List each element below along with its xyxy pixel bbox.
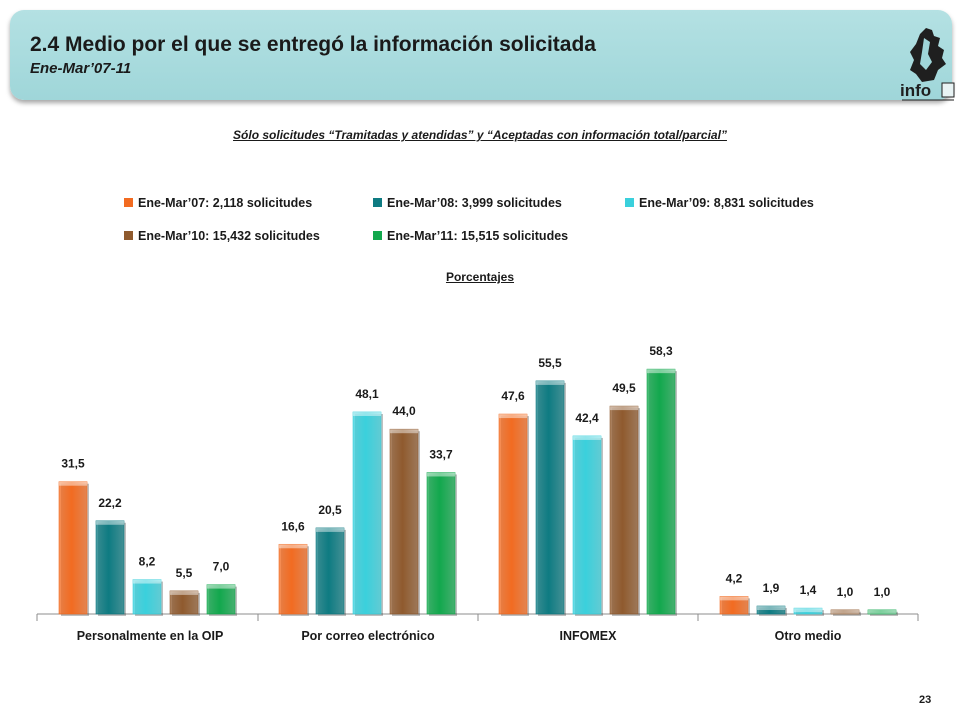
bar (793, 607, 823, 615)
data-label: 5,5 (176, 566, 193, 580)
data-label: 33,7 (429, 447, 453, 461)
legend-label: Ene-Mar’09: 8,831 solicitudes (639, 196, 814, 210)
legend-item: Ene-Mar’11: 15,515 solicitudes (373, 229, 568, 243)
legend-item: Ene-Mar’07: 2,118 solicitudes (124, 196, 312, 210)
bar-cap (610, 406, 638, 411)
data-label: 44,0 (392, 404, 416, 418)
legend-swatch (373, 231, 382, 240)
bar (389, 428, 419, 615)
legend-swatch (124, 231, 133, 240)
bar (719, 596, 749, 615)
category-label: Personalmente en la OIP (77, 629, 224, 643)
bar-cap (170, 590, 198, 595)
data-label: 16,6 (281, 519, 305, 533)
bar-cap (59, 481, 87, 486)
data-label: 42,4 (575, 411, 599, 425)
legend-label: Ene-Mar’07: 2,118 solicitudes (138, 196, 313, 210)
data-label: 20,5 (318, 503, 342, 517)
bar-cap (207, 584, 235, 589)
data-label: 1,9 (763, 581, 780, 595)
bar (315, 527, 345, 615)
data-label: 4,2 (726, 571, 743, 585)
data-label: 7,0 (213, 560, 230, 574)
bar-cap (390, 429, 418, 434)
info-logo: info (900, 28, 955, 101)
legend-label: Ene-Mar’08: 3,999 solicitudes (387, 196, 562, 210)
bar-cap (499, 414, 527, 419)
category-label: Por correo electrónico (301, 629, 435, 643)
data-label: 1,4 (800, 583, 817, 597)
slide-title: 2.4 Medio por el que se entregó la infor… (30, 33, 596, 56)
bar-cap (757, 606, 785, 611)
bar-cap (316, 527, 344, 532)
data-label: 1,0 (874, 585, 891, 599)
data-label: 48,1 (355, 387, 379, 401)
legend-item: Ene-Mar’08: 3,999 solicitudes (373, 196, 562, 210)
category-label: Otro medio (775, 629, 842, 643)
bar-cap (868, 609, 896, 614)
legend-swatch (124, 198, 133, 207)
bar (206, 584, 236, 615)
legend-item: Ene-Mar’10: 15,432 solicitudes (124, 229, 320, 243)
bar-cap (96, 520, 124, 525)
slide-header: 2.4 Medio por el que se entregó la infor… (10, 10, 955, 101)
bar-cap (831, 609, 859, 614)
bar-cap (279, 544, 307, 549)
bar (867, 609, 897, 615)
bar-cap (573, 435, 601, 440)
logo-text: info (900, 81, 931, 100)
bar (95, 520, 125, 615)
bar (830, 609, 860, 615)
page-number: 23 (919, 694, 932, 706)
legend-item: Ene-Mar’09: 8,831 solicitudes (625, 196, 814, 210)
bar (169, 590, 199, 615)
data-label: 22,2 (98, 496, 122, 510)
bar-cap (536, 380, 564, 385)
bar (535, 380, 565, 615)
bar (572, 435, 602, 615)
legend-label: Ene-Mar’10: 15,432 solicitudes (138, 229, 320, 243)
bar-cap (133, 579, 161, 584)
bar (58, 481, 88, 615)
data-label: 8,2 (139, 555, 156, 569)
bar (646, 368, 676, 615)
legend-swatch (373, 198, 382, 207)
legend-swatch (625, 198, 634, 207)
bar (278, 543, 308, 615)
bar-cap (647, 369, 675, 374)
bar (352, 411, 382, 615)
bar (609, 405, 639, 615)
bar-cap (427, 472, 455, 477)
bar (498, 413, 528, 615)
data-label: 55,5 (538, 356, 562, 370)
category-label: INFOMEX (560, 629, 618, 643)
data-label: 58,3 (649, 344, 673, 358)
legend-label: Ene-Mar’11: 15,515 solicitudes (387, 229, 569, 243)
bar (756, 605, 786, 615)
data-label: 31,5 (61, 457, 85, 471)
data-label: 47,6 (501, 389, 525, 403)
slide-subtitle: Ene-Mar’07-11 (30, 60, 132, 77)
bar-cap (353, 411, 381, 416)
chart-note: Sólo solicitudes “Tramitadas y atendidas… (233, 128, 727, 142)
units-label: Porcentajes (445, 270, 515, 284)
bar-cap (720, 596, 748, 601)
bar (426, 472, 456, 615)
data-label: 1,0 (837, 585, 854, 599)
data-label: 49,5 (612, 381, 636, 395)
bar-cap (794, 608, 822, 613)
bar (132, 579, 162, 615)
